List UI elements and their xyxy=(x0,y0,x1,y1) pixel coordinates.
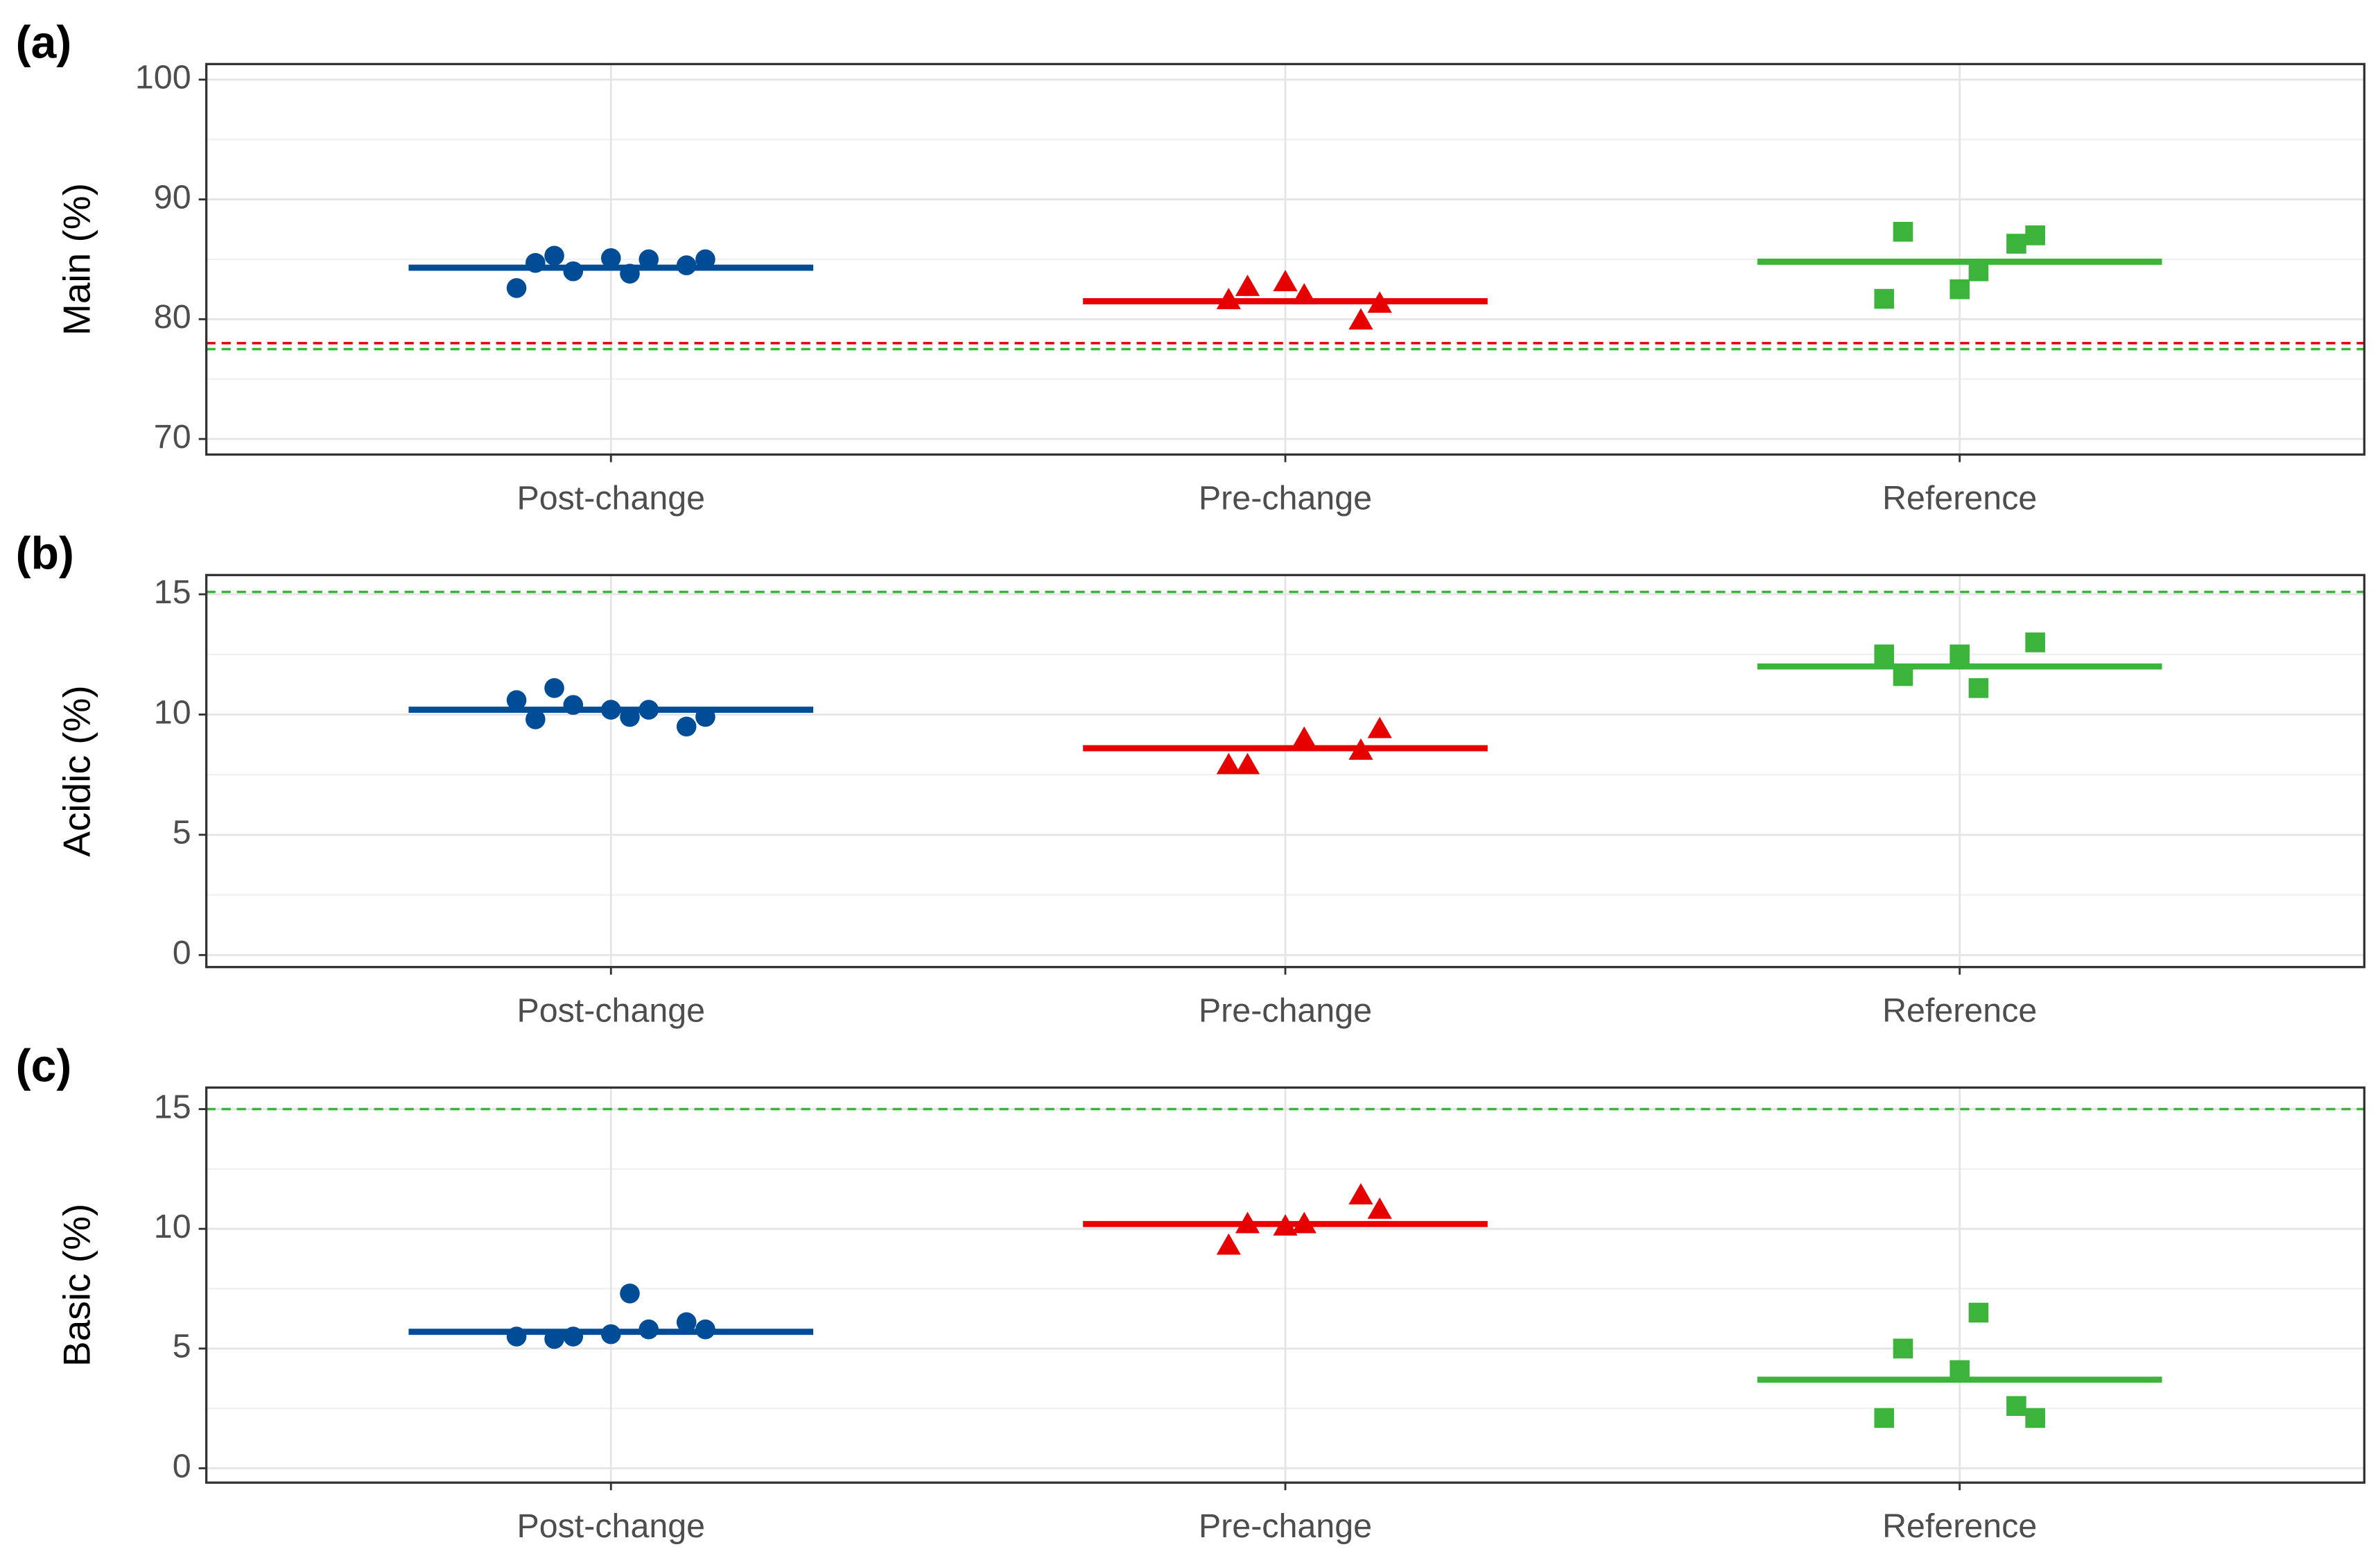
x-tick-label: Pre-change xyxy=(1199,479,1372,517)
point xyxy=(563,695,584,715)
point xyxy=(525,709,546,729)
point xyxy=(1348,1183,1373,1205)
point xyxy=(1893,221,1913,242)
point xyxy=(1367,291,1392,313)
point xyxy=(1367,716,1392,738)
point xyxy=(1348,308,1373,330)
point xyxy=(1893,1338,1913,1359)
y-tick-label: 100 xyxy=(135,59,191,96)
point xyxy=(620,263,640,284)
point xyxy=(1235,275,1260,296)
panel-border xyxy=(205,573,2365,969)
y-tick-label: 0 xyxy=(173,934,191,971)
point xyxy=(639,249,659,270)
point xyxy=(600,248,621,268)
y-tick-label: 10 xyxy=(154,693,191,731)
point xyxy=(563,1326,584,1347)
x-tick-label: Reference xyxy=(1882,1507,2037,1545)
x-tick-label: Reference xyxy=(1882,479,2037,517)
point xyxy=(1874,1408,1895,1428)
x-tick-label: Post-change xyxy=(516,992,705,1029)
y-axis-label: Main (%) xyxy=(55,183,98,336)
point xyxy=(2025,632,2045,652)
y-tick-label: 10 xyxy=(154,1208,191,1245)
point xyxy=(600,700,621,720)
point xyxy=(1874,288,1895,309)
point xyxy=(1292,283,1317,304)
panel-label: (c) xyxy=(16,1040,72,1091)
point xyxy=(620,1283,640,1304)
y-tick-label: 80 xyxy=(154,298,191,336)
point xyxy=(2025,225,2045,245)
panel-border xyxy=(205,62,2365,456)
point xyxy=(544,678,564,698)
point xyxy=(1216,288,1241,309)
point xyxy=(1348,738,1373,760)
point xyxy=(1893,666,1913,686)
point xyxy=(695,1319,715,1340)
point xyxy=(2006,234,2026,254)
panel-label: (a) xyxy=(16,16,72,67)
point xyxy=(1367,1197,1392,1219)
x-tick-label: Post-change xyxy=(516,1507,705,1545)
y-tick-label: 90 xyxy=(154,178,191,216)
y-tick-label: 0 xyxy=(173,1447,191,1485)
y-axis-label: Acidic (%) xyxy=(55,685,98,856)
y-tick-label: 70 xyxy=(154,418,191,456)
panel-label: (b) xyxy=(16,527,74,578)
point xyxy=(544,245,564,266)
point xyxy=(506,278,527,298)
point xyxy=(506,690,527,710)
point xyxy=(1216,1233,1241,1255)
point xyxy=(563,261,584,282)
point xyxy=(1949,279,1970,300)
point xyxy=(639,1319,659,1340)
point xyxy=(1216,752,1241,775)
point xyxy=(525,252,546,273)
y-tick-label: 5 xyxy=(173,814,191,851)
point xyxy=(1292,1211,1317,1234)
x-tick-label: Pre-change xyxy=(1199,992,1372,1029)
point xyxy=(544,1329,564,1349)
point xyxy=(1968,261,1989,282)
point xyxy=(506,1326,527,1347)
point xyxy=(639,700,659,720)
point xyxy=(695,707,715,727)
point xyxy=(1874,644,1895,665)
point xyxy=(1273,1214,1298,1236)
y-tick-label: 15 xyxy=(154,1088,191,1125)
point xyxy=(676,1312,697,1333)
point xyxy=(1949,1360,1970,1381)
x-tick-label: Post-change xyxy=(516,479,705,517)
point xyxy=(600,1324,621,1344)
point xyxy=(1949,644,1970,665)
point xyxy=(1968,1302,1989,1323)
point xyxy=(1273,270,1298,291)
point xyxy=(676,255,697,275)
y-tick-label: 15 xyxy=(154,573,191,611)
point xyxy=(2006,1396,2026,1417)
panel-border xyxy=(205,1086,2365,1484)
point xyxy=(1292,726,1317,748)
point xyxy=(1235,1211,1260,1234)
x-tick-label: Pre-change xyxy=(1199,1507,1372,1545)
y-tick-label: 5 xyxy=(173,1328,191,1365)
x-tick-label: Reference xyxy=(1882,992,2037,1029)
point xyxy=(1235,752,1260,775)
point xyxy=(1968,678,1989,698)
point xyxy=(2025,1408,2045,1428)
y-axis-label: Basic (%) xyxy=(55,1204,98,1367)
point xyxy=(695,249,715,270)
point xyxy=(676,716,697,737)
point xyxy=(620,707,640,727)
